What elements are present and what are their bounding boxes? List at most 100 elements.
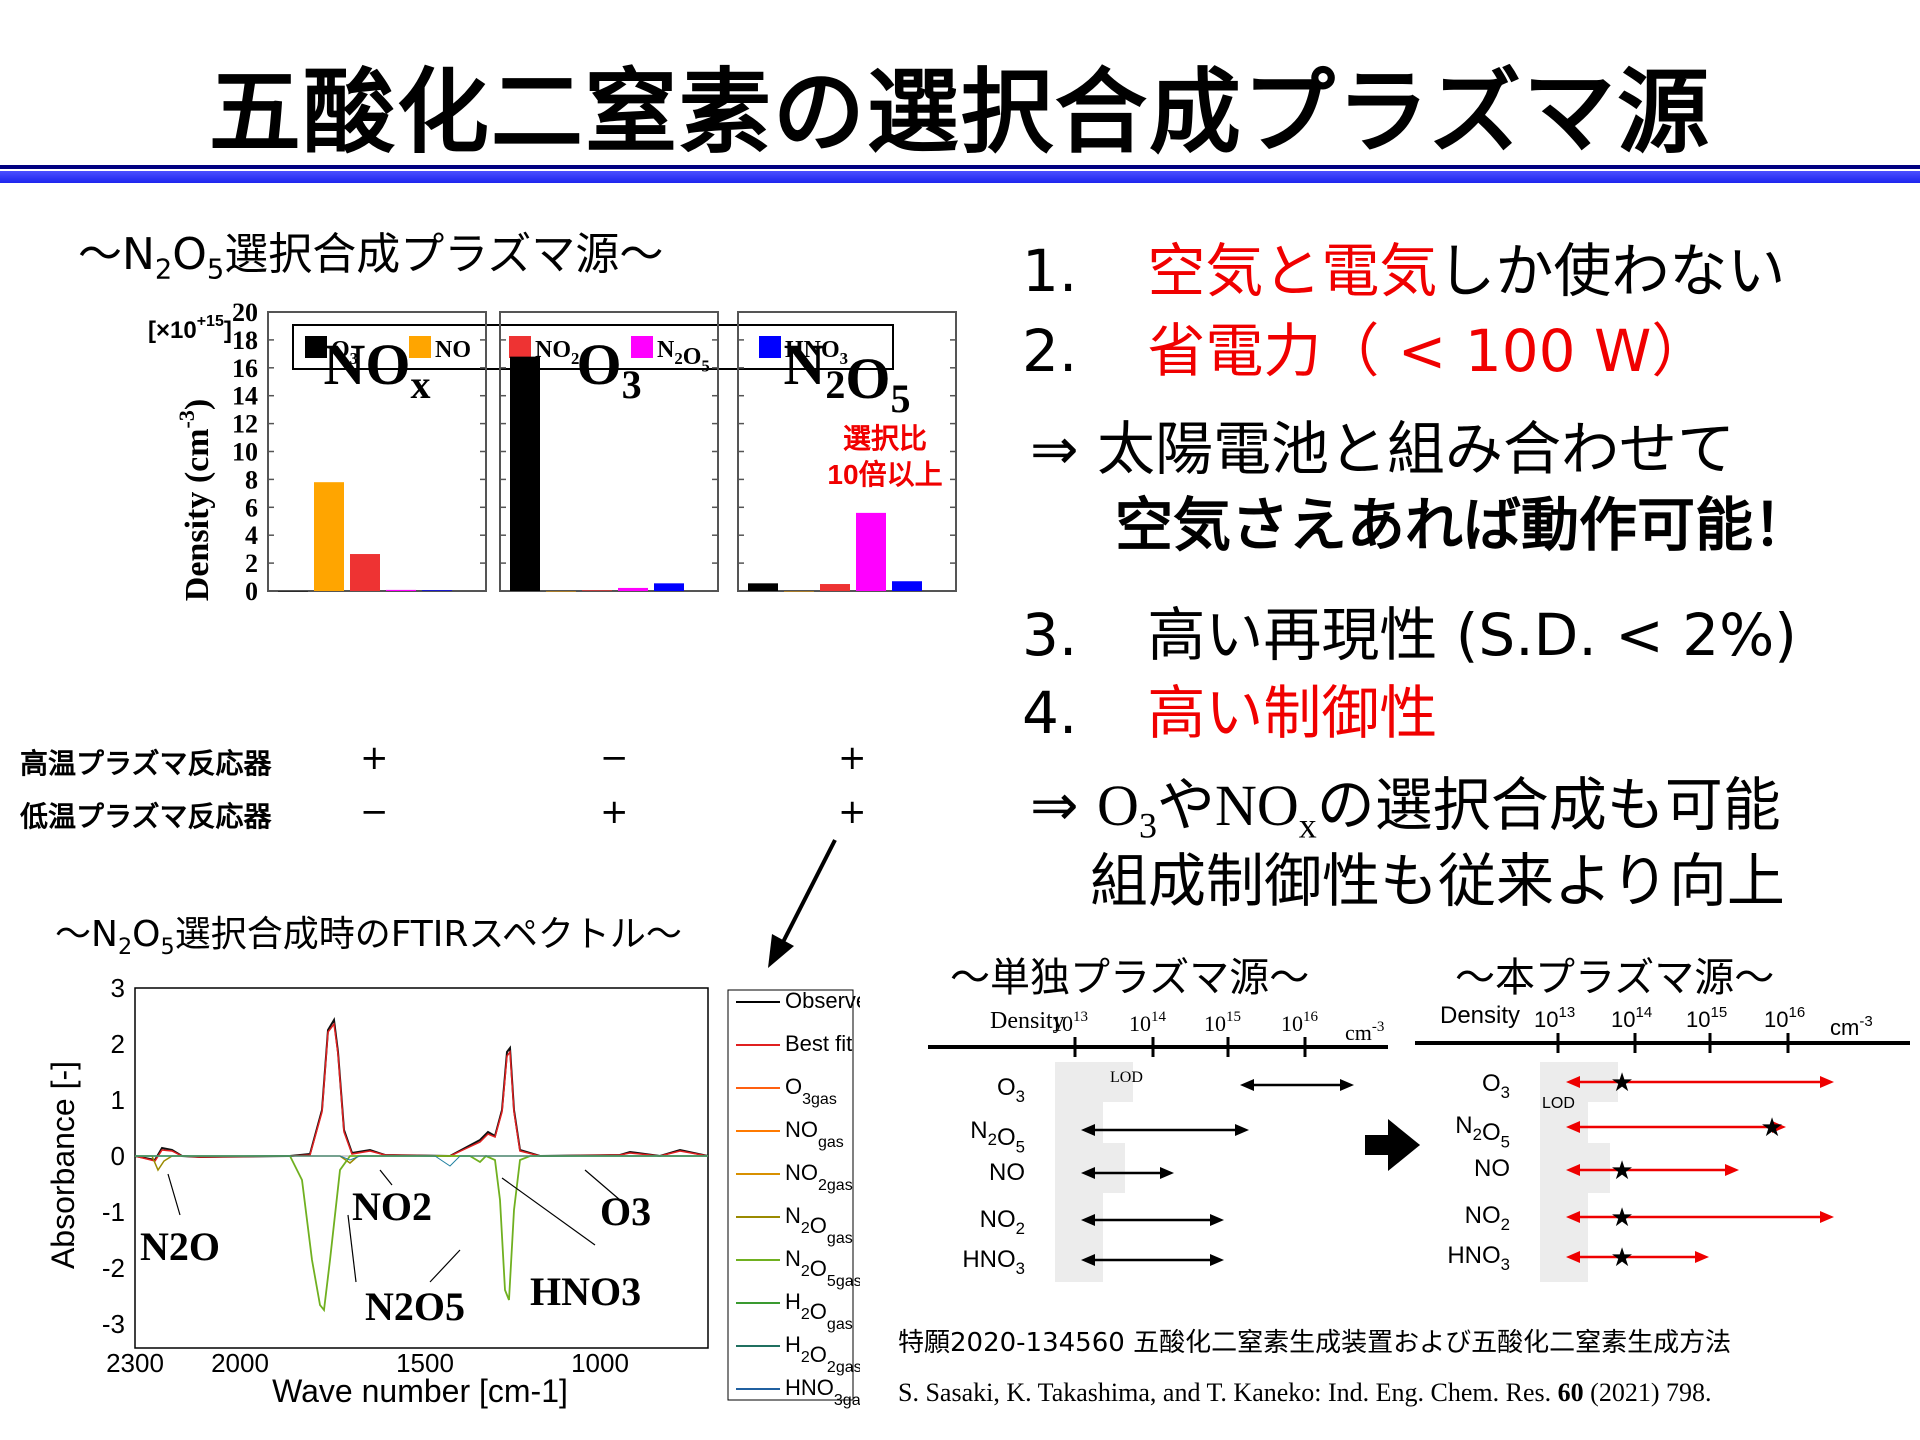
species-label: NO bbox=[1474, 1155, 1510, 1182]
panel-label: N2O5 bbox=[783, 332, 910, 421]
y-tick-label: 16 bbox=[232, 354, 258, 383]
title-rule-dark bbox=[0, 165, 1920, 169]
ftir-x-tick: 2300 bbox=[106, 1348, 164, 1378]
scale-right-heading: 〜本プラズマ源〜 bbox=[1455, 955, 1775, 1001]
reactor-high-sign-1: + bbox=[360, 738, 389, 778]
bar bbox=[748, 583, 778, 591]
ftir-y-tick: -1 bbox=[102, 1197, 125, 1227]
right-lod-label: LOD bbox=[1542, 1095, 1575, 1112]
species-label: HNO3 bbox=[962, 1246, 1025, 1278]
right-density-label: Density bbox=[1440, 1002, 1520, 1029]
legend-swatch bbox=[509, 336, 531, 358]
ftir-legend-label: Best fit bbox=[785, 1031, 852, 1056]
legend-label: NO bbox=[435, 337, 471, 363]
bar bbox=[820, 584, 850, 591]
ftir-plot-area bbox=[134, 987, 709, 1349]
hno3-line bbox=[135, 1155, 708, 1167]
bar bbox=[350, 554, 380, 591]
bar bbox=[422, 590, 452, 591]
point-4: 4. 高い制御性 bbox=[1022, 679, 1438, 747]
species-label: O3 bbox=[1482, 1070, 1510, 1102]
species-label: NO2 bbox=[1465, 1202, 1510, 1234]
benefit-line-1: ⇒ 太陽電池と組み合わせて bbox=[1030, 415, 1736, 483]
ann-hno3: HNO3 bbox=[530, 1269, 641, 1314]
bar bbox=[314, 482, 344, 591]
y-tick-label: 10 bbox=[232, 438, 258, 467]
ftir-y-tick: 2 bbox=[111, 1029, 125, 1059]
bar bbox=[510, 356, 540, 591]
ann-o3: O3 bbox=[600, 1189, 651, 1234]
bar bbox=[892, 581, 922, 591]
bar bbox=[856, 512, 886, 591]
reactor-high-label: 高温プラズマ反応器 bbox=[20, 747, 272, 780]
y-tick-label: 6 bbox=[245, 493, 258, 522]
y-tick-label: 2 bbox=[245, 549, 258, 578]
species-label: NO2 bbox=[980, 1206, 1025, 1238]
legend-swatch bbox=[305, 336, 327, 358]
y-tick-label: 18 bbox=[232, 326, 258, 355]
selectivity-annotation: 選択比 bbox=[843, 423, 927, 454]
ftir-legend-box bbox=[727, 989, 854, 1401]
pointer-arrow bbox=[768, 839, 837, 968]
ann-n2o5: N2O5 bbox=[365, 1284, 465, 1329]
chart-legend-box bbox=[292, 324, 894, 370]
control-line-2: 組成制御性も従来より向上 bbox=[1090, 847, 1785, 915]
ftir-legend-label: H2Ogas bbox=[785, 1289, 853, 1333]
star-icon: ★ bbox=[1610, 1155, 1633, 1185]
ftir-annotations: N2O NO2 N2O5 HNO3 O3 bbox=[140, 1184, 651, 1329]
scale-tick-label: 1013 bbox=[1051, 1009, 1088, 1036]
ftir-legend-label: N2O5gas bbox=[785, 1246, 860, 1290]
reactor-low-sign-3: + bbox=[838, 792, 867, 832]
bar bbox=[546, 591, 576, 592]
right-star-markers: ★ ★ ★ ★ ★ bbox=[1610, 1067, 1783, 1272]
star-icon: ★ bbox=[1610, 1242, 1633, 1272]
left-density-label: Density bbox=[990, 1008, 1065, 1034]
ftir-x-tick: 1500 bbox=[396, 1348, 454, 1378]
y-tick-label: 4 bbox=[245, 521, 258, 550]
right-range-arrows bbox=[1566, 1076, 1834, 1263]
point-1: 1. 空気と電気しか使わない bbox=[1022, 237, 1786, 305]
reactor-low-sign-2: + bbox=[600, 792, 629, 832]
legend-label: N2O5 bbox=[657, 337, 710, 375]
left-range-arrows bbox=[1081, 1079, 1354, 1266]
legend-swatch bbox=[759, 336, 781, 358]
ftir-y-label: Absorbance [-] bbox=[45, 1061, 81, 1269]
ftir-legend-label: N2Ogas bbox=[785, 1203, 853, 1247]
star-icon: ★ bbox=[1760, 1112, 1783, 1142]
ftir-annotation-leaders bbox=[167, 1169, 621, 1283]
right-unit-label: cm-3 bbox=[1830, 1013, 1873, 1040]
ftir-y-tick: 0 bbox=[111, 1141, 125, 1171]
paper-reference: S. Sasaki, K. Takashima, and T. Kaneko: … bbox=[898, 1378, 1712, 1407]
ann-n2o: N2O bbox=[140, 1224, 220, 1269]
ftir-y-tick: 1 bbox=[111, 1085, 125, 1115]
legend-swatch bbox=[409, 336, 431, 358]
reactor-low-sign-1: − bbox=[360, 792, 389, 832]
ftir-legend-label: Observed bbox=[785, 988, 860, 1013]
species-label: O3 bbox=[997, 1074, 1025, 1106]
ftir-legend-label: NOgas bbox=[785, 1117, 844, 1151]
species-label: HNO3 bbox=[1447, 1242, 1510, 1274]
scale-tick-label: 1014 bbox=[1611, 1004, 1652, 1032]
ftir-legend-label: NO2gas bbox=[785, 1160, 853, 1194]
y-axis-label: Density (cm-3) bbox=[174, 399, 216, 601]
control-line-1: ⇒ O3やNOxの選択合成も可能 bbox=[1030, 771, 1781, 846]
bar bbox=[278, 591, 308, 592]
scale-tick-label: 1015 bbox=[1204, 1009, 1241, 1036]
legend-swatch bbox=[631, 336, 653, 358]
panel-label: NOx bbox=[324, 332, 431, 407]
ftir-x-tick: 2000 bbox=[211, 1348, 269, 1378]
species-label: NO bbox=[989, 1159, 1025, 1186]
bar bbox=[386, 589, 416, 591]
y-tick-label: 8 bbox=[245, 465, 258, 494]
scale-tick-label: 1013 bbox=[1534, 1004, 1575, 1032]
point-2: 2. 省電力（ < 100 W） bbox=[1022, 317, 1710, 385]
ann-no2: NO2 bbox=[352, 1184, 432, 1229]
ftir-legend-label: HNO3gas bbox=[785, 1375, 860, 1409]
species-label: N2O5 bbox=[1455, 1112, 1510, 1151]
bar bbox=[654, 583, 684, 591]
panel-label: O3 bbox=[576, 332, 641, 407]
ftir-legend-label: O3gas bbox=[785, 1074, 837, 1108]
